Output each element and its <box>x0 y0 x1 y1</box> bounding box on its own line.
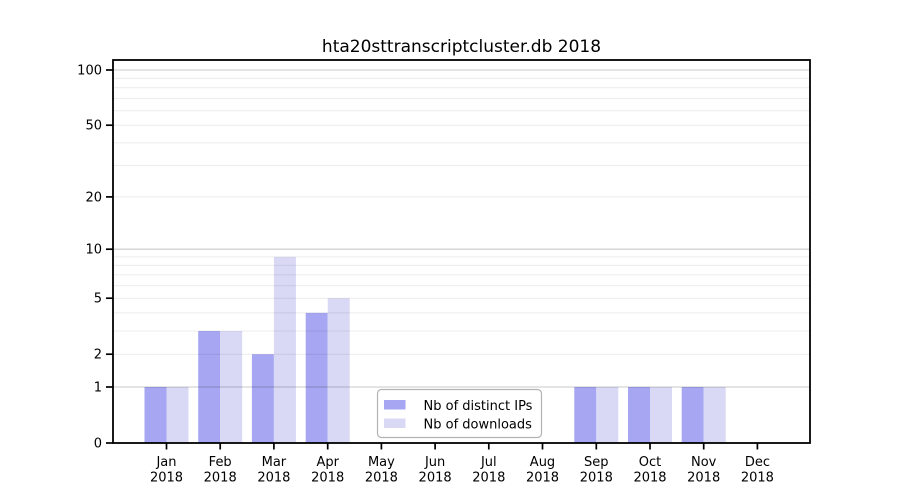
bar-apr-distinct-ips <box>305 312 328 443</box>
x-tick-label-month: Apr <box>316 455 339 470</box>
x-tick-label-month: Jun <box>424 455 445 470</box>
y-tick-label: 10 <box>85 243 102 258</box>
y-tick-label: 50 <box>85 119 102 134</box>
x-tick-label-year: 2018 <box>472 471 505 486</box>
tick-labels-layer: 0125102050100Jan2018Feb2018Mar2018Apr201… <box>77 64 774 486</box>
legend-label-downloads: Nb of downloads <box>424 418 533 433</box>
bar-apr-downloads <box>327 298 350 443</box>
y-tick-label: 1 <box>94 381 102 396</box>
x-tick-label-year: 2018 <box>633 471 666 486</box>
x-tick-label-month: Mar <box>262 455 287 470</box>
x-tick-label-year: 2018 <box>687 471 720 486</box>
bar-nov-distinct-ips <box>681 387 704 443</box>
bar-oct-distinct-ips <box>628 387 650 443</box>
bar-mar-distinct-ips <box>251 354 274 443</box>
x-tick-label-month: Jul <box>480 455 497 470</box>
bar-sep-downloads <box>596 387 619 443</box>
x-tick-label-year: 2018 <box>741 471 774 486</box>
x-tick-label-month: May <box>368 455 395 470</box>
x-tick-label-month: Sep <box>584 455 609 470</box>
x-tick-label-year: 2018 <box>419 471 452 486</box>
y-tick-label: 100 <box>77 64 102 79</box>
y-tick-label: 20 <box>85 190 102 205</box>
y-tick-label: 0 <box>94 437 102 452</box>
x-tick-label-year: 2018 <box>580 471 613 486</box>
bar-jan-downloads <box>166 387 189 443</box>
bar-oct-downloads <box>650 387 672 443</box>
x-tick-label-year: 2018 <box>526 471 559 486</box>
bar-mar-downloads <box>273 256 296 443</box>
y-tick-label: 5 <box>94 292 102 307</box>
legend-swatch-downloads-icon <box>384 418 406 428</box>
legend-box <box>376 388 543 439</box>
x-tick-label-month: Jan <box>155 455 176 470</box>
x-tick-label-month: Aug <box>530 455 555 470</box>
gridlines-layer <box>114 69 809 388</box>
x-tick-label-year: 2018 <box>257 471 290 486</box>
x-tick-label-month: Oct <box>639 455 661 470</box>
bar-jan-distinct-ips <box>144 387 167 443</box>
x-tick-label-month: Feb <box>209 455 232 470</box>
x-tick-label-month: Dec <box>745 455 770 470</box>
bar-sep-distinct-ips <box>574 387 597 443</box>
plot-border <box>112 59 811 444</box>
chart-title: hta20sttranscriptcluster.db 2018 <box>322 37 601 57</box>
legend-label-distinct-ips: Nb of distinct IPs <box>424 399 533 414</box>
x-tick-label-year: 2018 <box>365 471 398 486</box>
x-tick-label-month: Nov <box>691 455 717 470</box>
x-tick-label-year: 2018 <box>150 471 183 486</box>
legend-swatch-distinct-ips-icon <box>384 400 406 410</box>
legend: Nb of distinct IPs Nb of downloads <box>376 388 543 439</box>
bar-nov-downloads <box>703 387 726 443</box>
x-tick-label-year: 2018 <box>204 471 237 486</box>
y-tick-label: 2 <box>94 348 102 363</box>
axes-layer <box>106 59 811 450</box>
x-tick-label-year: 2018 <box>311 471 344 486</box>
